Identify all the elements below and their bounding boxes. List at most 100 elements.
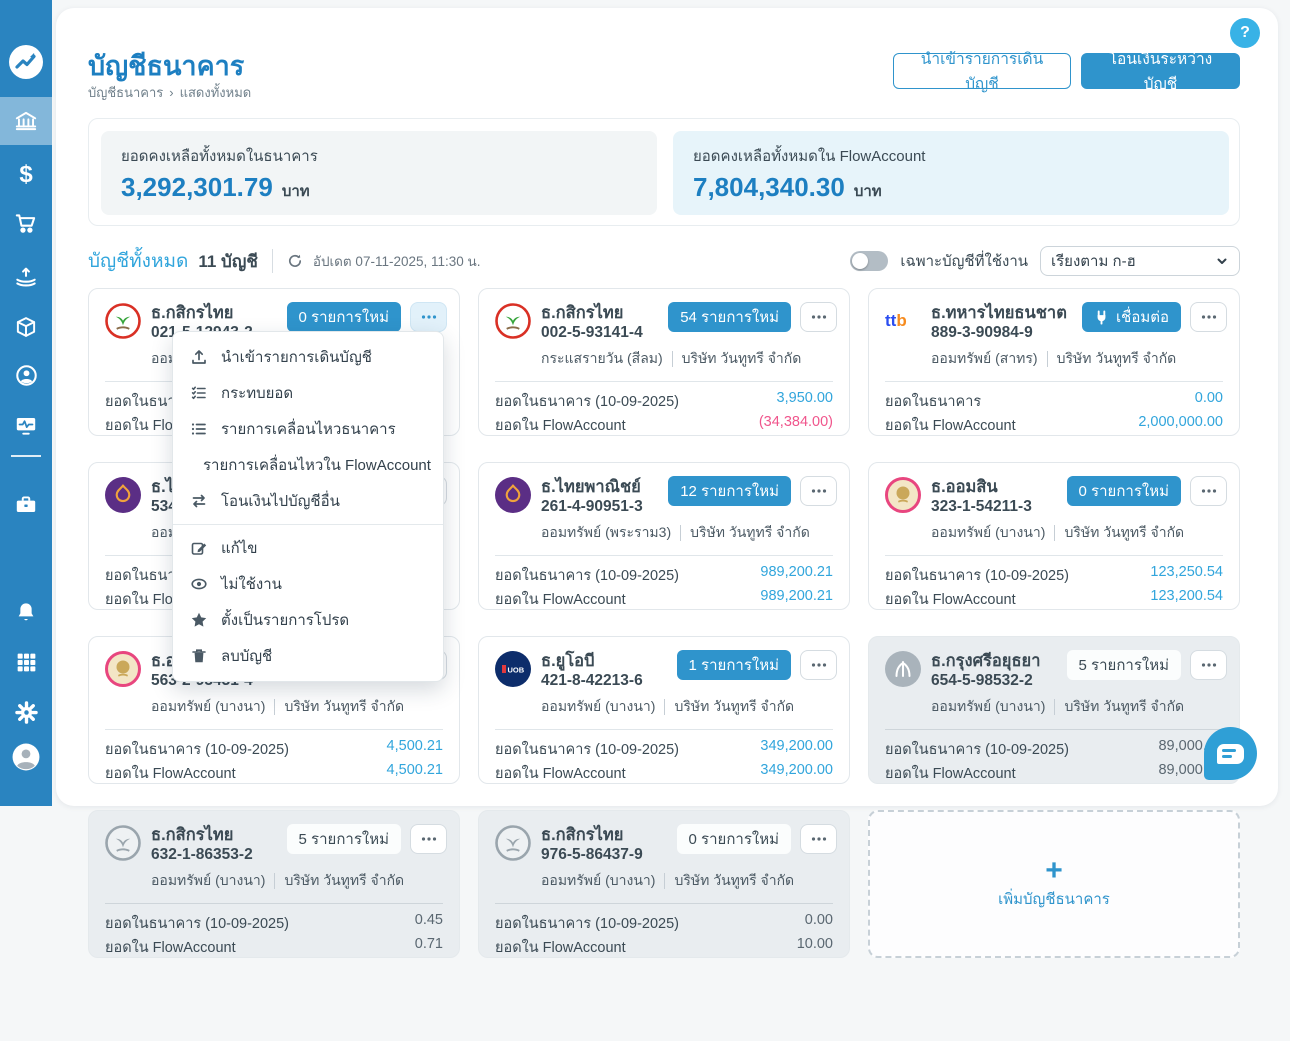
card-menu-button[interactable] bbox=[800, 302, 837, 332]
new-items-badge[interactable]: 0 รายการใหม่ bbox=[676, 824, 791, 854]
bank-name: ธ.กสิกรไทย bbox=[541, 304, 624, 322]
fa-balance-label: ยอดใน FlowAccount bbox=[885, 766, 1016, 782]
kbank-logo-gray-icon bbox=[495, 825, 531, 861]
company-name: บริษัท วันทูทรี จำกัด bbox=[1056, 350, 1177, 366]
active-only-toggle[interactable] bbox=[850, 251, 889, 271]
account-type: ออมทรัพย์ (บางนา) bbox=[541, 698, 656, 714]
sidebar-item-bank-accounts[interactable] bbox=[0, 97, 52, 145]
new-items-badge[interactable]: 0 รายการใหม่ bbox=[286, 302, 401, 332]
bank-balance-value: 0.45 bbox=[414, 912, 443, 928]
divider bbox=[271, 249, 273, 273]
trash-icon bbox=[192, 649, 206, 663]
fa-balance-value: 4,500.21 bbox=[386, 762, 443, 778]
bank-account-card[interactable]: UOB ธ.ยูโอบี 421-8-42213-6 ออมทรัพย์ (บา… bbox=[478, 636, 850, 784]
sidebar-item-sales[interactable] bbox=[0, 199, 52, 247]
card-menu-button[interactable] bbox=[1190, 476, 1227, 506]
import-statement-button[interactable]: นำเข้ารายการเดินบัญชี bbox=[893, 51, 1071, 93]
card-menu-button[interactable] bbox=[410, 302, 447, 332]
help-button[interactable]: ? bbox=[1230, 18, 1260, 48]
svg-text:UOB: UOB bbox=[508, 666, 525, 675]
menu-item-delete[interactable]: ลบบัญชี bbox=[173, 638, 443, 674]
bank-balance-value: 349,200.00 bbox=[760, 738, 833, 754]
bank-account-card-inactive[interactable]: ธ.กรุงศรีอยุธยา 654-5-98532-2 ออมทรัพย์ … bbox=[868, 636, 1240, 784]
bank-balance-value: 123,250.54 bbox=[1150, 564, 1223, 580]
divider bbox=[671, 351, 673, 367]
bank-balance-value: 3,950.00 bbox=[776, 390, 833, 406]
menu-divider bbox=[173, 524, 443, 525]
new-items-badge[interactable]: 12 รายการใหม่ bbox=[668, 476, 791, 506]
refresh-icon[interactable] bbox=[287, 253, 303, 269]
bank-name: ธ.ไทยพาณิชย์ bbox=[541, 478, 641, 496]
connect-button[interactable]: เชื่อมต่อ bbox=[1082, 302, 1181, 332]
new-items-badge[interactable]: 5 รายการใหม่ bbox=[286, 824, 401, 854]
card-menu-button[interactable] bbox=[800, 476, 837, 506]
add-bank-account-card[interactable]: + เพิ่มบัญชีธนาคาร bbox=[868, 810, 1240, 958]
account-type: ออมทรัพย์ (บางนา) bbox=[931, 524, 1046, 540]
bank-account-card[interactable]: ธ.ออมสิน 323-1-54211-3 ออมทรัพย์ (บางนา)… bbox=[868, 462, 1240, 610]
company-name: บริษัท วันทูทรี จำกัด bbox=[284, 698, 405, 714]
menu-item-bank-transactions[interactable]: รายการเคลื่อนไหวธนาคาร bbox=[173, 411, 443, 447]
account-subline: ออม bbox=[151, 522, 186, 544]
gear-icon bbox=[14, 700, 38, 724]
bank-account-card-inactive[interactable]: ธ.กสิกรไทย 632-1-86353-2 ออมทรัพย์ (บางน… bbox=[88, 810, 460, 958]
list-controls: เฉพาะบัญชีที่ใช้งาน เรียงตาม ก-ฮ bbox=[850, 246, 1240, 276]
transfer-between-accounts-button[interactable]: โอนเงินระหว่างบัญชี bbox=[1081, 51, 1240, 93]
flowaccount-total-amount: 7,804,340.30 bbox=[693, 172, 845, 202]
card-menu-button[interactable] bbox=[800, 824, 837, 854]
new-items-badge[interactable]: 5 รายการใหม่ bbox=[1066, 650, 1181, 680]
bank-name: ธ.กสิกรไทย bbox=[541, 826, 624, 844]
uob-logo-icon: UOB bbox=[495, 651, 531, 687]
sidebar-item-import[interactable] bbox=[0, 253, 52, 301]
divider bbox=[885, 729, 1223, 730]
balance-summary: ยอดคงเหลือทั้งหมดในธนาคาร 3,292,301.79 บา… bbox=[88, 118, 1240, 226]
menu-item-import-statement[interactable]: นำเข้ารายการเดินบัญชี bbox=[173, 339, 443, 375]
bank-balance-value: 989,200.21 bbox=[760, 564, 833, 580]
bank-account-card[interactable]: ธ.ไทยพาณิชย์ 261-4-90951-3 ออมทรัพย์ (พร… bbox=[478, 462, 850, 610]
account-subline: ออมทรัพย์ (พระราม3) บริษัท วันทูทรี จำกัด bbox=[541, 522, 810, 544]
monitor-pulse-icon bbox=[16, 417, 36, 435]
sidebar-item-notifications[interactable] bbox=[0, 588, 52, 636]
divider bbox=[1046, 351, 1048, 367]
page-title: บัญชีธนาคาร bbox=[88, 51, 245, 81]
bank-account-card[interactable]: ธ.กสิกรไทย 002-5-93141-4 กระแสรายวัน (สี… bbox=[478, 288, 850, 436]
bank-balance-label: ยอดในธนาคาร bbox=[885, 394, 982, 410]
breadcrumb-root[interactable]: บัญชีธนาคาร bbox=[88, 85, 164, 100]
new-items-badge[interactable]: 0 รายการใหม่ bbox=[1066, 476, 1181, 506]
card-menu-button[interactable] bbox=[1190, 302, 1227, 332]
sidebar-item-user[interactable] bbox=[0, 733, 52, 781]
kbank-logo-gray-icon bbox=[105, 825, 141, 861]
menu-item-flowaccount-transactions[interactable]: รายการเคลื่อนไหวใน FlowAccount bbox=[173, 447, 443, 483]
card-menu-button[interactable] bbox=[1190, 650, 1227, 680]
bank-account-card-inactive[interactable]: ธ.กสิกรไทย 976-5-86437-9 ออมทรัพย์ (บางน… bbox=[478, 810, 850, 958]
menu-item-reconcile[interactable]: กระทบยอด bbox=[173, 375, 443, 411]
new-items-badge[interactable]: 1 รายการใหม่ bbox=[676, 650, 791, 680]
dollar-icon: $ bbox=[19, 161, 33, 188]
company-name: บริษัท วันทูทรี จำกัด bbox=[681, 350, 802, 366]
new-items-badge[interactable]: 54 รายการใหม่ bbox=[668, 302, 791, 332]
sort-select[interactable]: เรียงตาม ก-ฮ bbox=[1040, 246, 1240, 276]
menu-item-favorite[interactable]: ตั้งเป็นรายการโปรด bbox=[173, 602, 443, 638]
fa-balance-label: ยอดใน FlowAccount bbox=[495, 940, 626, 956]
chat-button[interactable] bbox=[1204, 727, 1257, 780]
menu-item-edit[interactable]: แก้ไข bbox=[173, 530, 443, 566]
sidebar-item-apps[interactable] bbox=[0, 638, 52, 686]
bank-account-card[interactable]: tt b ธ.ทหารไทยธนชาต 889-3-90984-9 ออมทรัพ… bbox=[868, 288, 1240, 436]
sidebar-item-settings[interactable] bbox=[0, 688, 52, 736]
star-icon bbox=[191, 612, 207, 627]
transfer-arrows-icon bbox=[192, 494, 206, 508]
card-menu-button[interactable] bbox=[800, 650, 837, 680]
sidebar-item-products[interactable] bbox=[0, 303, 52, 351]
sidebar-item-money[interactable]: $ bbox=[0, 151, 52, 199]
account-type: ออมทรัพย์ (บางนา) bbox=[151, 872, 266, 888]
sidebar-item-reports[interactable] bbox=[0, 401, 52, 449]
bank-balance-value: 4,500.21 bbox=[386, 738, 443, 754]
menu-item-transfer[interactable]: โอนเงินไปบัญชีอื่น bbox=[173, 483, 443, 519]
account-number: 654-5-98532-2 bbox=[931, 672, 1033, 689]
card-menu-button[interactable] bbox=[410, 824, 447, 854]
account-number: 002-5-93141-4 bbox=[541, 324, 643, 341]
divider bbox=[885, 555, 1223, 556]
flowaccount-logo-icon[interactable] bbox=[0, 38, 52, 86]
sidebar-item-payroll[interactable] bbox=[0, 481, 52, 529]
menu-item-deactivate[interactable]: ไม่ใช้งาน bbox=[173, 566, 443, 602]
sidebar-item-contacts[interactable] bbox=[0, 351, 52, 399]
